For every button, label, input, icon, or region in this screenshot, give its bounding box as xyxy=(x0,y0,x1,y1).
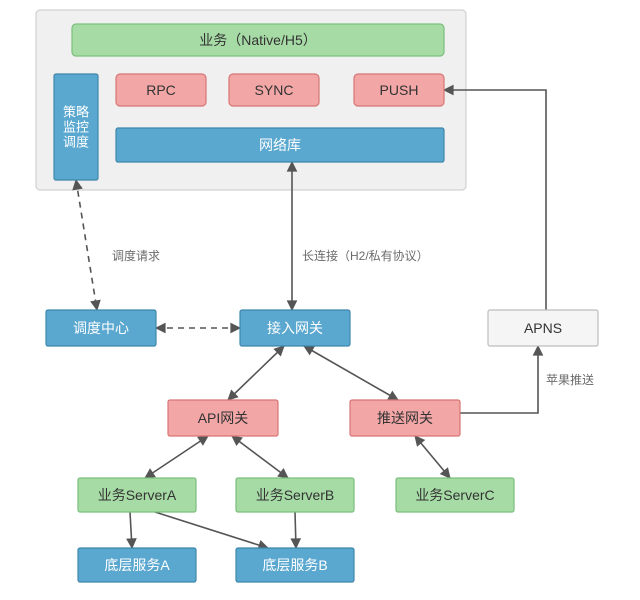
node-push_gw: 推送网关 xyxy=(350,400,460,436)
node-biz_header: 业务（Native/H5） xyxy=(72,24,444,56)
node-dispatch-label: 调度中心 xyxy=(73,320,129,336)
edge-label-policy-to-dispatch: 调度请求 xyxy=(112,248,160,263)
node-push_gw-label: 推送网关 xyxy=(377,410,433,426)
node-api_gw-label: API网关 xyxy=(198,410,249,426)
edge-serverB-to-lowB xyxy=(295,512,296,548)
node-rpc-label: RPC xyxy=(146,82,176,98)
node-lowB-label: 底层服务B xyxy=(262,557,327,573)
node-policy: 策略监控调度 xyxy=(54,74,98,180)
node-rpc: RPC xyxy=(116,74,206,106)
node-biz_header-label: 业务（Native/H5） xyxy=(199,32,316,48)
node-sync: SYNC xyxy=(229,74,319,106)
node-lowA-label: 底层服务A xyxy=(104,557,170,573)
node-lowA: 底层服务A xyxy=(78,548,196,582)
node-access_gw-label: 接入网关 xyxy=(267,320,323,336)
node-netlib: 网络库 xyxy=(116,128,444,162)
node-policy-label: 监控 xyxy=(63,120,89,135)
node-netlib-label: 网络库 xyxy=(259,137,301,153)
edge-label-pushgw-to-apns: 苹果推送 xyxy=(546,372,594,387)
node-push-label: PUSH xyxy=(380,82,419,98)
node-apns-label: APNS xyxy=(524,320,562,336)
node-dispatch: 调度中心 xyxy=(46,310,156,346)
node-serverB-label: 业务ServerB xyxy=(256,487,335,503)
node-serverB: 业务ServerB xyxy=(236,478,354,512)
node-lowB: 底层服务B xyxy=(236,548,354,582)
node-access_gw: 接入网关 xyxy=(240,310,350,346)
node-serverA: 业务ServerA xyxy=(78,478,196,512)
node-push: PUSH xyxy=(354,74,444,106)
node-sync-label: SYNC xyxy=(255,82,294,98)
node-policy-label: 调度 xyxy=(63,135,89,150)
node-serverA-label: 业务ServerA xyxy=(98,487,177,503)
node-policy-label: 策略 xyxy=(63,105,89,120)
node-apns: APNS xyxy=(488,310,598,346)
edge-label-netlib-to-access: 长连接（H2/私有协议） xyxy=(302,248,429,263)
node-serverC-label: 业务ServerC xyxy=(415,487,494,503)
node-api_gw: API网关 xyxy=(168,400,278,436)
node-serverC: 业务ServerC xyxy=(396,478,514,512)
